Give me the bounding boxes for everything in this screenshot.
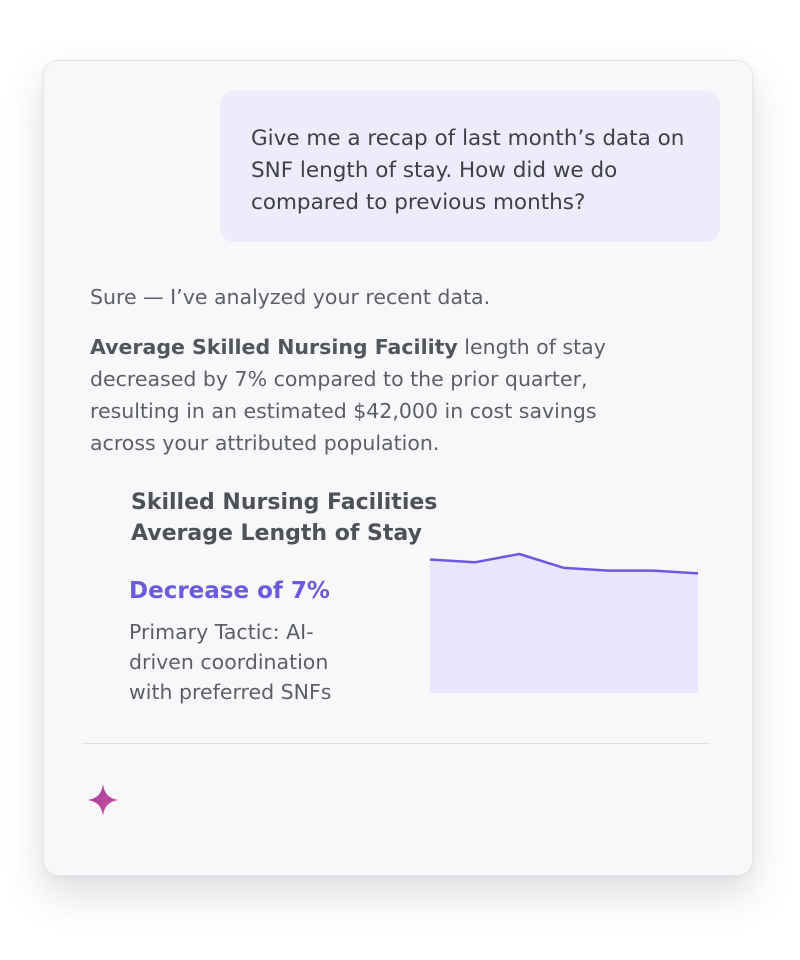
user-message-text: Give me a recap of last month’s data on … bbox=[251, 126, 685, 215]
length-of-stay-chart bbox=[429, 552, 699, 693]
composer-divider bbox=[82, 743, 710, 744]
assistant-message: Average Skilled Nursing Facility length … bbox=[90, 331, 650, 459]
chart-series-line bbox=[429, 552, 699, 575]
insight-title-line1: Skilled Nursing Facilities bbox=[131, 490, 438, 515]
insight-highlight: Decrease of 7% bbox=[129, 578, 330, 604]
insight-title-line2: Average Length of Stay bbox=[131, 521, 422, 546]
insight-title: Skilled Nursing Facilities Average Lengt… bbox=[131, 487, 451, 549]
assistant-message-bold: Average Skilled Nursing Facility bbox=[90, 335, 458, 359]
chat-card: Give me a recap of last month’s data on … bbox=[43, 60, 753, 876]
chart-area-fill bbox=[430, 554, 698, 693]
assistant-intro: Sure — I’ve analyzed your recent data. bbox=[90, 285, 491, 309]
assistant-message-text: length of stay decreased by 7% compared … bbox=[90, 335, 606, 455]
insight-tactic: Primary Tactic: AI-driven coordination w… bbox=[129, 620, 332, 704]
user-message-bubble: Give me a recap of last month’s data on … bbox=[220, 91, 720, 242]
sparkle-icon bbox=[87, 784, 119, 816]
